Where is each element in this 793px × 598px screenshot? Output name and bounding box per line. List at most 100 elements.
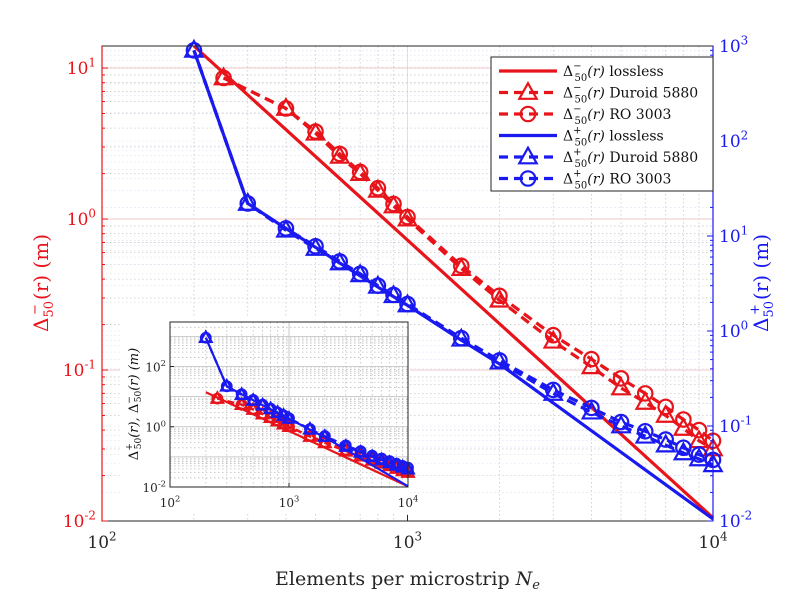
- main-point-minus-ro-3003: [657, 398, 674, 416]
- main-point-minus-ro-3003: [675, 411, 692, 428]
- right-y-tick-label: 100: [719, 318, 748, 342]
- left-y-tick-label: 10-1: [63, 357, 96, 381]
- legend-entry: Δ+ 50(r) Duroid 5880: [563, 147, 698, 170]
- inset-point-minus-ro-3003: [283, 420, 295, 433]
- main-point-plus-ro-3003: [239, 195, 257, 212]
- main-point-minus-ro-3003: [369, 179, 387, 197]
- main-series: [183, 38, 724, 521]
- main-point-plus-ro-3003: [369, 277, 387, 294]
- left-y-tick-label: 101: [67, 55, 96, 79]
- inset-background: [120, 316, 410, 514]
- inset-y-tick-label: 100: [145, 418, 166, 434]
- main-point-minus-ro-3003: [612, 370, 630, 387]
- right-y-tick-label: 10-2: [719, 508, 752, 532]
- inset-point-plus-ro-3003: [396, 460, 409, 472]
- right-y-axis-label: Δ50+(r) (m): [748, 234, 777, 332]
- inset-point-plus-ro-3003: [199, 331, 212, 344]
- main-point-plus-duroid-5880: [634, 424, 656, 444]
- left-y-tick-label: 10-2: [63, 508, 96, 532]
- inset-y-tick-label: 10-2: [143, 479, 166, 495]
- right-y-tick-label: 102: [719, 128, 748, 152]
- main-point-minus-ro-3003: [215, 69, 232, 87]
- legend-entry: Δ− 50(r) RO 3003: [563, 104, 671, 127]
- inset-x-tick-label: 104: [398, 494, 419, 510]
- main-point-minus-ro-3003: [636, 385, 654, 402]
- legend-entry: Δ− 50(r) lossless: [563, 61, 664, 84]
- inset-point-plus-ro-3003: [235, 388, 248, 401]
- main-point-minus-duroid-5880: [655, 403, 677, 423]
- main-point-minus-ro-3003: [583, 350, 600, 368]
- inset-point-plus-ro-3003: [304, 423, 316, 435]
- inset-point-minus-ro-3003: [304, 430, 316, 442]
- main-point-plus-ro-3003: [331, 253, 349, 270]
- inset-axes: 102 103 104 102 100 10-2 Δ+50(r), Δ−50(r) (m): [125, 348, 418, 510]
- main-point-plus-ro-3003: [657, 431, 674, 448]
- main-point-minus-duroid-5880: [329, 144, 351, 164]
- x-tick-label: 103: [393, 529, 422, 553]
- main-point-minus-duroid-5880: [610, 376, 632, 396]
- legend-entry: Δ+ 50(r) lossless: [563, 126, 664, 149]
- inset-point-plus-ro-3003: [318, 430, 331, 442]
- main-series-line-minus-duroid-5880: [222, 76, 714, 451]
- legend-entry: Δ− 50(r) Duroid 5880: [563, 83, 698, 106]
- inset-point-plus-ro-3003: [383, 455, 396, 468]
- main-point-minus-ro-3003: [690, 421, 708, 439]
- main-point-plus-ro-3003: [307, 237, 324, 255]
- inset-point-plus-ro-3003: [247, 393, 260, 406]
- main-point-plus-ro-3003: [385, 286, 402, 304]
- inset-x-tick-label: 103: [279, 494, 300, 510]
- inset-series: [198, 329, 416, 488]
- main-point-minus-ro-3003: [452, 257, 470, 275]
- main-point-plus-ro-3003: [491, 352, 508, 369]
- main-point-plus-ro-3003: [612, 413, 630, 431]
- main-point-minus-duroid-5880: [672, 416, 694, 436]
- main-point-plus-ro-3003: [185, 42, 203, 59]
- inset-point-plus-ro-3003: [220, 380, 233, 393]
- main-point-plus-ro-3003: [636, 422, 654, 440]
- legend-marker: [519, 170, 537, 187]
- x-tick-label: 102: [87, 529, 116, 553]
- main-point-plus-duroid-5880: [672, 441, 694, 461]
- main-point-plus-duroid-5880: [580, 400, 603, 420]
- legend-marker: [519, 105, 537, 123]
- inset-series-line-plus-ro-3003: [204, 337, 409, 469]
- inset-point-plus-ro-3003: [354, 445, 367, 458]
- main-series-line-plus-ro-3003: [192, 49, 714, 462]
- main-point-minus-duroid-5880: [367, 178, 389, 198]
- inset-series-line-plus-duroid-5880: [204, 337, 409, 471]
- main-point-minus-ro-3003: [331, 145, 349, 163]
- legend-marker: [517, 80, 539, 100]
- main-point-minus-ro-3003: [491, 287, 508, 305]
- main-point-minus-duroid-5880: [382, 194, 405, 214]
- right-y-tick-label: 103: [719, 33, 748, 57]
- main-point-plus-ro-3003: [452, 329, 470, 347]
- x-axis-label: Elements per microstrip Ne: [275, 568, 540, 593]
- inset-point-plus-ro-3003: [390, 457, 403, 470]
- main-point-plus-ro-3003: [351, 265, 369, 283]
- main-point-plus-duroid-5880: [655, 433, 677, 453]
- left-y-tick-label: 100: [67, 206, 96, 230]
- right-y-tick-label: 10-1: [719, 413, 752, 437]
- x-tick-label: 104: [698, 529, 727, 553]
- main-point-plus-ro-3003: [544, 381, 562, 399]
- main-point-plus-ro-3003: [583, 399, 600, 417]
- main-point-plus-ro-3003: [277, 220, 295, 237]
- main-point-minus-ro-3003: [351, 163, 369, 181]
- main-point-plus-ro-3003: [675, 439, 692, 457]
- inset-plot: 102 103 104 102 100 10-2 Δ+50(r), Δ−50(r) (m): [120, 316, 418, 514]
- main-point-plus-duroid-5880: [304, 236, 327, 256]
- main-point-minus-ro-3003: [385, 195, 402, 213]
- legend-entry: Δ+ 50(r) RO 3003: [563, 169, 671, 192]
- main-point-minus-duroid-5880: [634, 390, 656, 410]
- main-point-minus-ro-3003: [277, 100, 295, 117]
- inset-point-plus-ro-3003: [339, 439, 352, 452]
- main-point-minus-ro-3003: [399, 208, 416, 226]
- main-point-plus-ro-3003: [690, 446, 708, 463]
- main-series-line-minus-lossless: [192, 44, 715, 519]
- main-point-minus-ro-3003: [544, 326, 562, 344]
- left-y-axis-label: Δ50−(r) (m): [28, 234, 57, 332]
- inset-point-plus-ro-3003: [271, 406, 284, 419]
- main-point-plus-ro-3003: [399, 295, 416, 313]
